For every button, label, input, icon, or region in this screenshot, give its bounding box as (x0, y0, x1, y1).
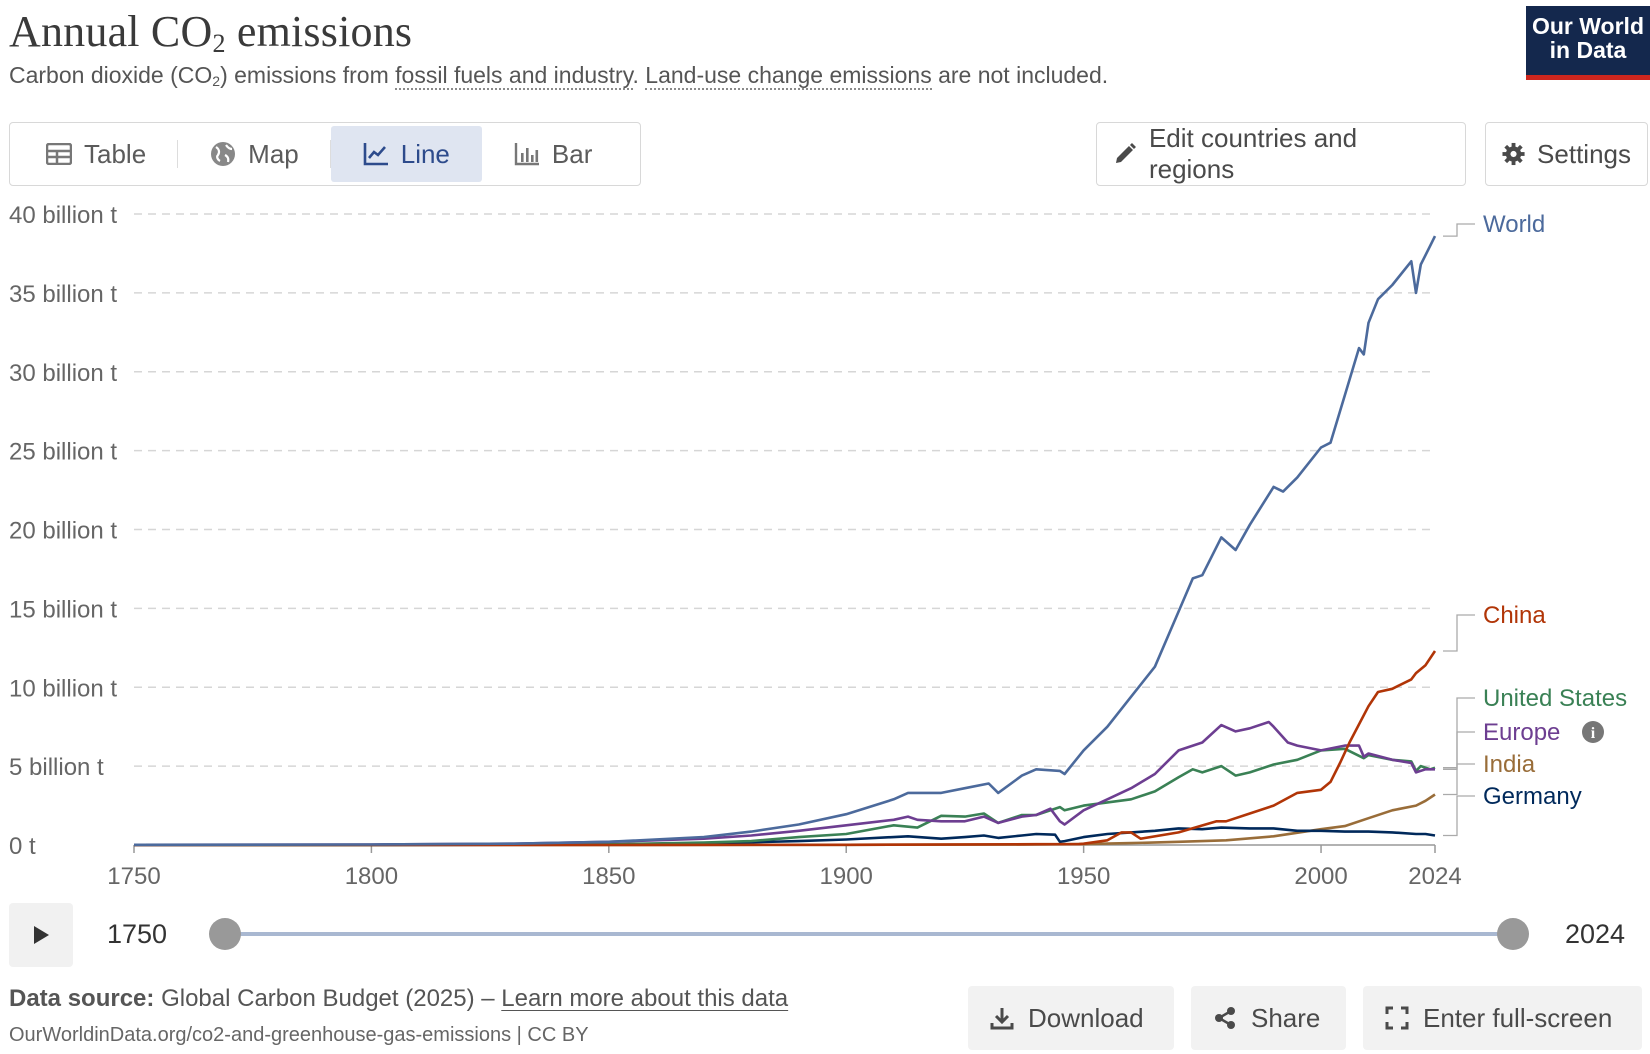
x-tick-label: 1950 (1057, 863, 1110, 890)
settings-button[interactable]: Settings (1485, 122, 1648, 186)
x-tick-label: 2024 (1408, 863, 1461, 890)
x-tick-label: 1900 (820, 863, 873, 890)
timeline-start-label: 1750 (107, 919, 168, 949)
y-tick-label: 0 t (9, 833, 36, 860)
timeline: 1750 2024 (9, 903, 1641, 967)
info-icon (1582, 721, 1604, 743)
legend-connector-india (1443, 763, 1475, 796)
legend-connector-germany (1443, 795, 1475, 837)
legend-label-china: China (1483, 602, 1546, 629)
share-button[interactable]: Share (1191, 986, 1346, 1050)
fossil-fuels-link[interactable]: fossil fuels and industry (395, 62, 633, 90)
legend-connector-europe (1443, 731, 1475, 770)
download-button[interactable]: Download (968, 986, 1174, 1050)
table-icon (46, 143, 72, 165)
y-tick-label: 10 billion t (9, 675, 117, 702)
expand-icon (1385, 1006, 1409, 1030)
x-tick-label: 1850 (582, 863, 635, 890)
tab-line[interactable]: Line (330, 126, 482, 182)
legend-label-india: India (1483, 751, 1536, 778)
source-url: OurWorldinData.org/co2-and-greenhouse-ga… (9, 1024, 589, 1046)
series-line-europe (133, 720, 1435, 847)
line-chart-icon (363, 143, 388, 166)
series-line-world (133, 235, 1437, 847)
y-tick-label: 40 billion t (9, 202, 117, 229)
y-tick-label: 5 billion t (9, 754, 104, 781)
land-use-link[interactable]: Land-use change emissions (645, 62, 932, 90)
fullscreen-button[interactable]: Enter full-screen (1363, 986, 1642, 1050)
series-line-united-states (134, 747, 1436, 847)
page-title: Annual CO2 emissions (9, 7, 413, 58)
x-tick-label: 1750 (107, 863, 160, 890)
y-tick-label: 30 billion t (9, 360, 117, 387)
gear-icon (1502, 142, 1525, 166)
tab-table[interactable]: Table (14, 126, 179, 182)
tab-map[interactable]: Map (178, 126, 331, 182)
pencil-icon (1115, 143, 1136, 163)
line-chart: 0 t 5 billion t 10 billion t 15 billion t 20… (9, 202, 1627, 890)
download-icon (990, 1008, 1014, 1030)
learn-more-link[interactable]: Learn more about this data (501, 985, 789, 1012)
y-tick-label: 20 billion t (9, 518, 117, 545)
play-button[interactable] (9, 903, 73, 967)
chart-type-tabs: Table Map Line Bar (9, 122, 641, 186)
globe-icon (211, 142, 236, 166)
legend-label-world: World (1483, 211, 1545, 238)
series-line-china (134, 650, 1437, 847)
share-icon (1215, 1007, 1235, 1029)
info-icon-glyph: i (1591, 725, 1596, 742)
y-tick-label: 25 billion t (9, 439, 117, 466)
play-icon (34, 926, 49, 944)
x-tick-label: 1800 (345, 863, 398, 890)
legend-connector-world (1443, 223, 1475, 237)
legend-label-germany: Germany (1483, 783, 1582, 810)
timeline-end-label: 2024 (1565, 919, 1626, 949)
x-tick-label: 2000 (1294, 863, 1347, 890)
edit-countries-button[interactable]: Edit countries and regions (1096, 122, 1466, 186)
timeline-track[interactable] (229, 932, 1503, 936)
bar-chart-icon (514, 143, 539, 166)
tab-bar[interactable]: Bar (482, 126, 624, 182)
y-tick-label: 35 billion t (9, 281, 117, 308)
y-tick-label: 15 billion t (9, 596, 117, 623)
data-source: Data source: Global Carbon Budget (2025)… (9, 985, 789, 1012)
legend-connector-united-states (1443, 697, 1475, 769)
legend-connector-china (1443, 614, 1475, 652)
series-line-germany (134, 826, 1436, 847)
timeline-end-handle[interactable] (1497, 918, 1529, 950)
owid-logo[interactable]: Our World in Data (1526, 6, 1650, 80)
legend-label-europe: Europe (1483, 719, 1560, 746)
legend-label-united-states: United States (1483, 685, 1627, 712)
page-subtitle: Carbon dioxide (CO2) emissions from foss… (9, 62, 1109, 90)
timeline-start-handle[interactable] (209, 918, 241, 950)
